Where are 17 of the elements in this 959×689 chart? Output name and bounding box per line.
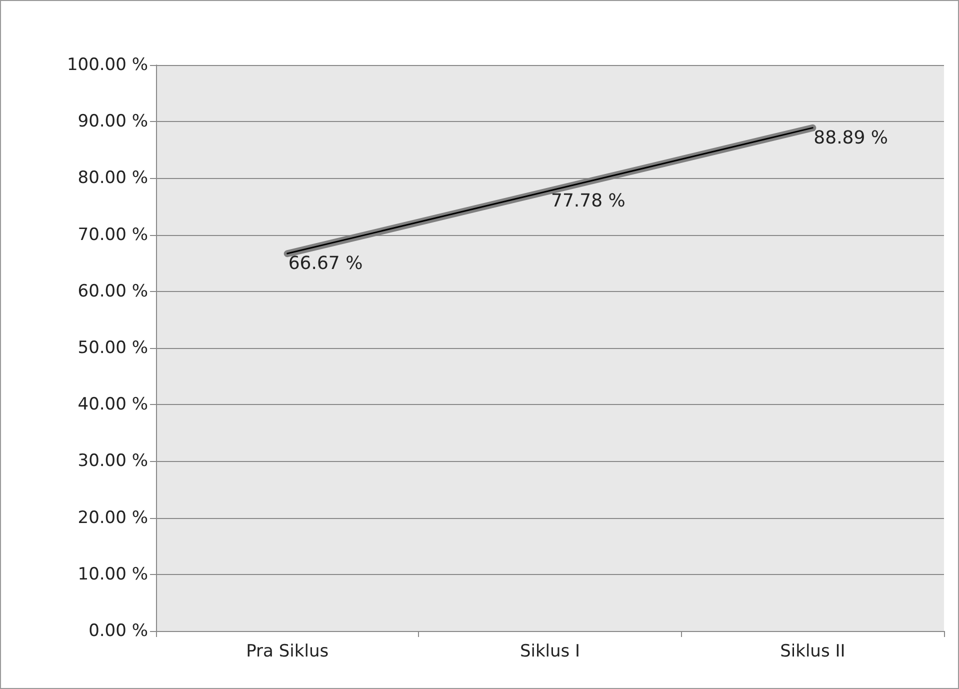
y-tick-label: 50.00 % (78, 338, 148, 358)
y-tick-label: 40.00 % (78, 394, 148, 415)
data-label: 77.78 % (551, 190, 626, 212)
y-tick-label: 70.00 % (78, 224, 148, 245)
x-tick-label: Pra Siklus (246, 642, 329, 662)
y-tick-label: 30.00 % (78, 451, 148, 472)
y-tick-label: 80.00 % (78, 168, 148, 188)
data-label: 88.89 % (814, 127, 888, 148)
x-tick-label: Siklus II (780, 642, 846, 662)
y-tick-label: 100.00 % (66, 55, 148, 75)
y-tick-label: 90.00 % (78, 112, 148, 132)
y-tick-label: 0.00 % (88, 621, 148, 641)
y-tick-label: 60.00 % (78, 281, 148, 302)
data-label: 66.67 % (288, 253, 363, 274)
x-tick-label: Siklus I (520, 642, 580, 662)
y-tick-label: 20.00 % (78, 508, 148, 528)
y-tick-label: 10.00 % (78, 564, 148, 584)
